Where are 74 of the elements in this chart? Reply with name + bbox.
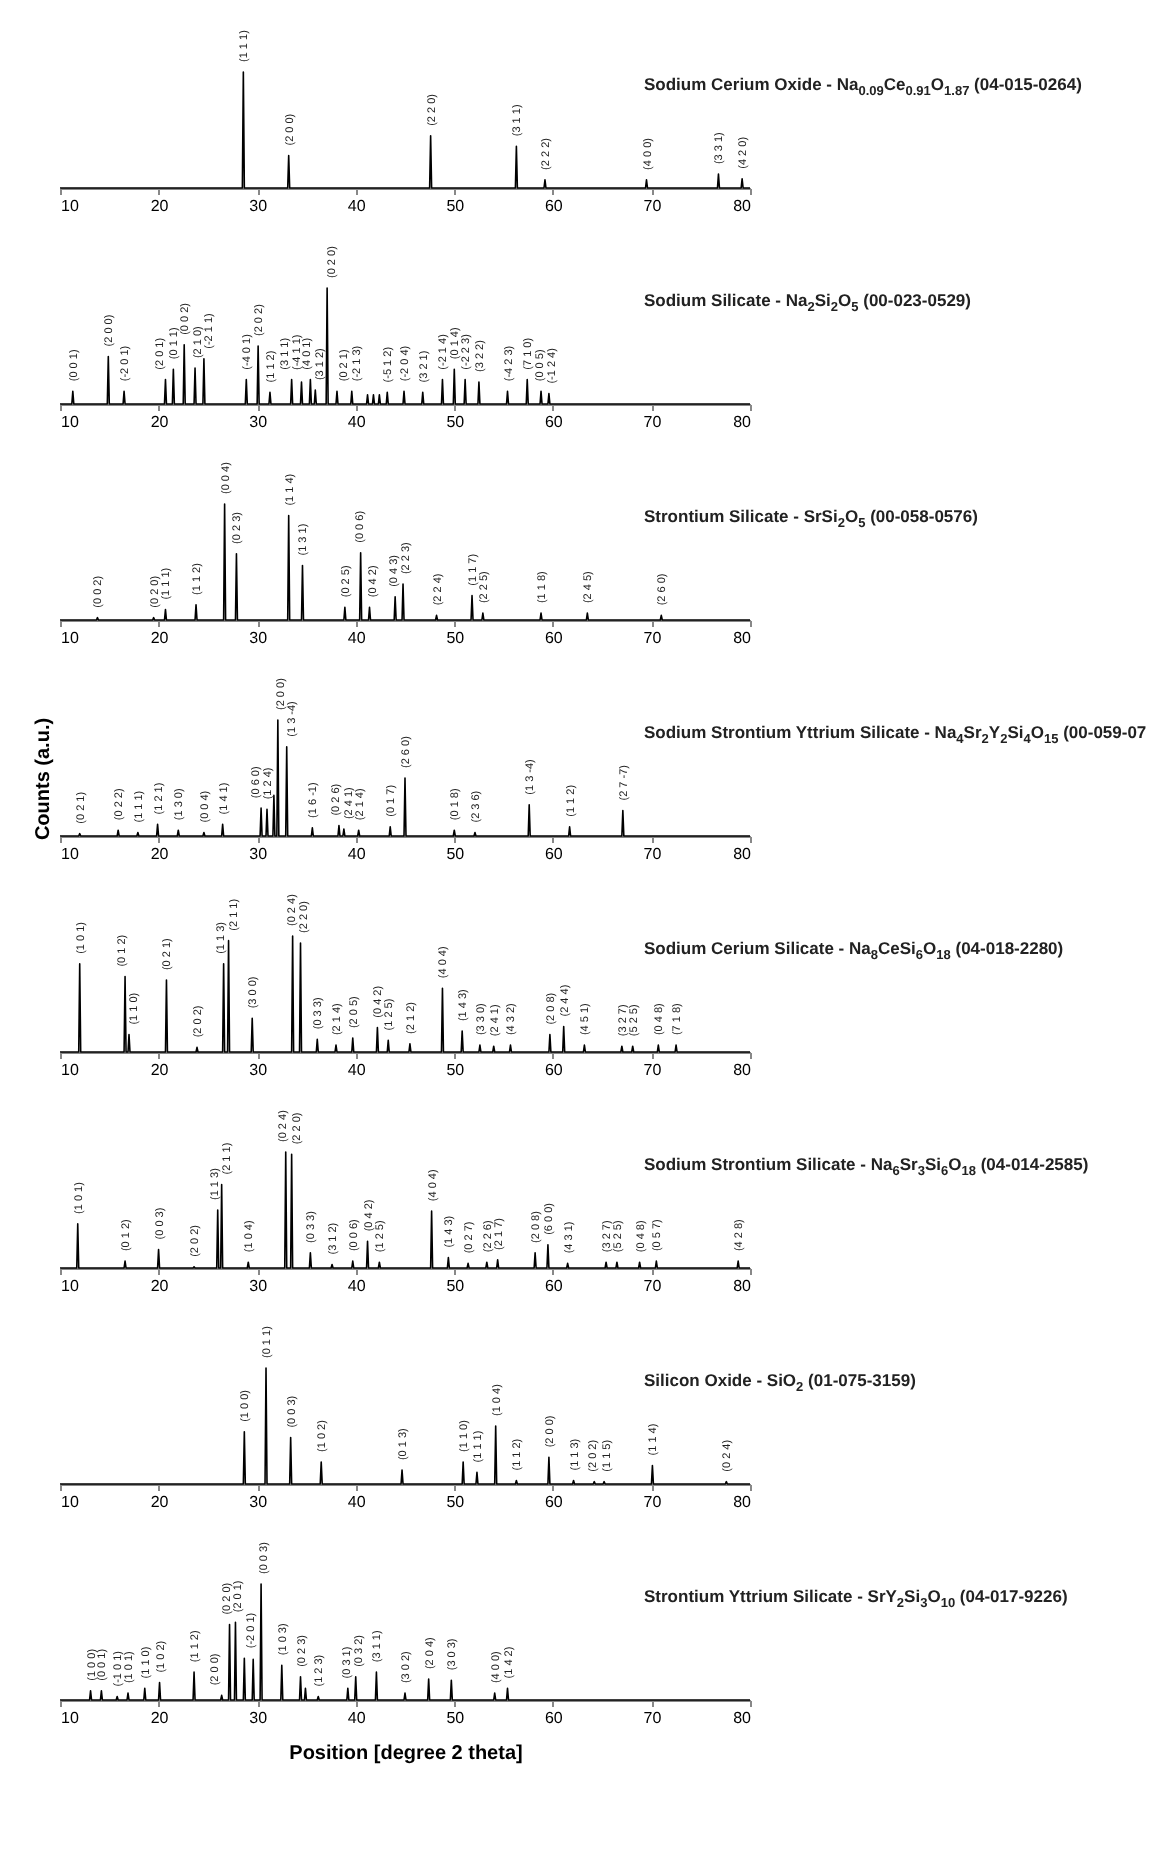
- text: Sodium Silicate - Na$_{2}$Si$_{2}$O$_{5}$ (00-023-0529): [644, 290, 971, 316]
- x-tick-label: 10: [61, 1493, 80, 1511]
- text: Strontium Silicate - SrSi$_{2}$O$_{5}$ (00-058-0576): [644, 506, 978, 532]
- x-tick-label: 40: [347, 413, 367, 431]
- text: Sodium Cerium Silicate - Na$_{8}$CeSi$_{6}$O$_{18}$ (04-018-2280): [644, 938, 1064, 964]
- x-tick-label: 80: [733, 845, 753, 863]
- x-tick-label: 10: [61, 1709, 80, 1727]
- x-tick-label: 50: [446, 629, 466, 647]
- x-tick-label: 70: [643, 413, 663, 431]
- x-tick-label: 70: [643, 197, 663, 215]
- x-tick-label: 60: [544, 629, 564, 647]
- x-tick-label: 30: [249, 1061, 269, 1079]
- x-tick-label: 40: [347, 845, 367, 863]
- y-axis-title: Counts (a.u.): [33, 717, 55, 841]
- x-tick-label: 70: [643, 845, 663, 863]
- x-tick-label: 50: [446, 1493, 466, 1511]
- x-tick-label: 40: [347, 1277, 367, 1295]
- x-tick-label: 50: [446, 197, 466, 215]
- chart-title: Sodium Strontium Yttrium Silicate - Na$_{4}$Sr$_{2}$Y$_{2}$Si$_{4}$O$_{15}$ (00-059-07: [644, 722, 1147, 748]
- x-tick-label: 10: [61, 629, 80, 647]
- chart-title: Sodium Strontium Silicate - Na$_{6}$Sr$_{3}$Si$_{6}$O$_{18}$ (04-014-2585): [644, 1154, 1089, 1180]
- x-tick-label: 60: [544, 413, 564, 431]
- x-tick-label: 30: [249, 1709, 269, 1727]
- x-tick-label: 10: [61, 1277, 80, 1295]
- x-tick-label: 40: [347, 1493, 367, 1511]
- x-tick-label: 80: [733, 1277, 753, 1295]
- x-tick-label: 20: [150, 1493, 170, 1511]
- x-tick-label: 80: [733, 1061, 753, 1079]
- x-tick-label: 10: [61, 845, 80, 863]
- x-axis-title: Position [degree 2 theta]: [289, 1743, 523, 1765]
- x-tick-label: 70: [643, 1277, 663, 1295]
- x-tick-label: 50: [446, 845, 466, 863]
- x-tick-label: 60: [544, 845, 564, 863]
- x-tick-label: 10: [61, 197, 80, 215]
- x-tick-label: 80: [733, 1709, 753, 1727]
- x-tick-label: 40: [347, 197, 367, 215]
- x-tick-label: 80: [733, 1493, 753, 1511]
- x-tick-label: 20: [150, 845, 170, 863]
- x-tick-label: 60: [544, 1277, 564, 1295]
- x-tick-label: 60: [544, 1709, 564, 1727]
- text: Strontium Yttrium Silicate - SrY$_{2}$Si$_{3}$O$_{10}$ (04-017-9226): [644, 1586, 1068, 1612]
- x-tick-label: 70: [643, 629, 663, 647]
- x-tick-label: 40: [347, 629, 367, 647]
- x-tick-label: 60: [544, 1493, 564, 1511]
- x-tick-label: 50: [446, 1277, 466, 1295]
- chart-title: Silicon Oxide - SiO$_{2}$ (01-075-3159): [644, 1370, 916, 1396]
- text: Sodium Cerium Oxide - Na$_{0.09}$Ce$_{0.91}$O$_{1.87}$ (04-015-0264): [644, 74, 1082, 100]
- x-tick-label: 30: [249, 413, 269, 431]
- x-tick-label: 60: [544, 1061, 564, 1079]
- x-tick-label: 70: [643, 1493, 663, 1511]
- x-tick-label: 50: [446, 413, 466, 431]
- x-tick-label: 80: [733, 413, 753, 431]
- x-tick-label: 20: [150, 629, 170, 647]
- x-tick-label: 30: [249, 629, 269, 647]
- x-tick-label: 40: [347, 1709, 367, 1727]
- x-tick-label: 70: [643, 1061, 663, 1079]
- x-tick-label: 20: [150, 1709, 170, 1727]
- x-tick-label: 30: [249, 197, 269, 215]
- x-tick-label: 40: [347, 1061, 367, 1079]
- x-tick-label: 20: [150, 1061, 170, 1079]
- x-tick-label: 30: [249, 1277, 269, 1295]
- x-tick-label: 30: [249, 845, 269, 863]
- x-tick-label: 80: [733, 197, 753, 215]
- x-tick-label: 20: [150, 197, 170, 215]
- x-tick-label: 70: [643, 1709, 663, 1727]
- x-tick-label: 80: [733, 629, 753, 647]
- x-tick-label: 50: [446, 1709, 466, 1727]
- x-tick-label: 10: [61, 413, 80, 431]
- x-tick-label: 20: [150, 413, 170, 431]
- x-tick-label: 20: [150, 1277, 170, 1295]
- x-tick-label: 50: [446, 1061, 466, 1079]
- x-tick-label: 60: [544, 197, 564, 215]
- x-tick-label: 30: [249, 1493, 269, 1511]
- x-tick-label: 10: [61, 1061, 80, 1079]
